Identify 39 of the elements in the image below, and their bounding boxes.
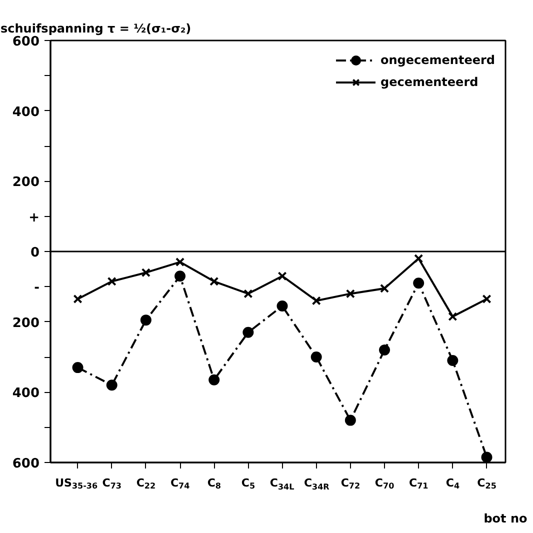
point [379, 344, 390, 356]
point [447, 355, 458, 366]
point [73, 294, 82, 304]
point [174, 270, 186, 282]
point [276, 300, 288, 312]
point [344, 414, 356, 426]
point [210, 276, 219, 286]
point [312, 296, 321, 306]
point [107, 276, 116, 286]
y-tick-label: + [28, 210, 40, 226]
point [72, 362, 84, 374]
point [244, 289, 253, 298]
y-tick-label: - [34, 280, 40, 296]
chart-title: schuifspanning τ = ½(σ₁-σ₂) [0, 22, 192, 36]
point [106, 380, 118, 391]
y-tick-label: 200 [12, 316, 40, 331]
point [346, 289, 355, 298]
y-tick-label: 600 [12, 456, 40, 472]
point [448, 312, 458, 322]
point [140, 314, 152, 326]
point [208, 374, 220, 386]
y-tick-label: 200 [12, 175, 40, 190]
point [413, 278, 424, 289]
point [481, 452, 492, 462]
y-tick-label: 0 [30, 246, 40, 260]
x-axis-title: bot no [484, 512, 528, 526]
y-tick-label: 400 [12, 386, 40, 402]
point [414, 254, 424, 264]
point [242, 326, 254, 338]
point [482, 294, 492, 304]
legend-label: ongecementeerd [380, 53, 495, 67]
point [175, 258, 185, 267]
point [380, 284, 390, 293]
y-tick-label: 600 [12, 34, 40, 50]
point [310, 352, 322, 362]
point [278, 272, 287, 281]
y-tick-label: 400 [12, 104, 40, 120]
legend-label: gecementeerd [380, 75, 478, 89]
point [141, 268, 150, 278]
